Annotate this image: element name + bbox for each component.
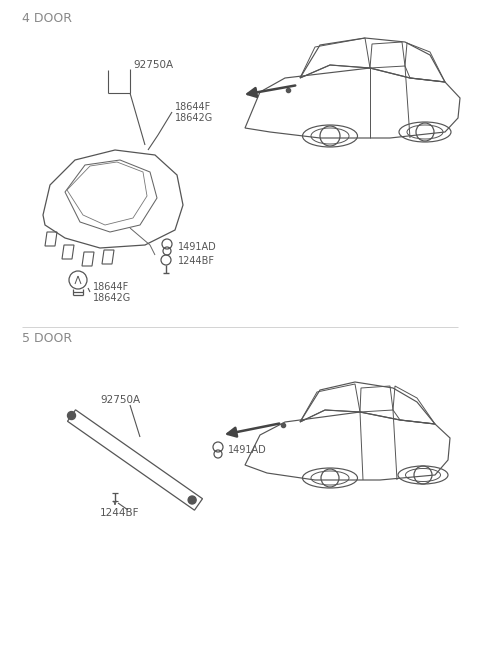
Text: 18644F: 18644F (93, 282, 129, 292)
Text: 18644F: 18644F (175, 102, 211, 112)
Text: 5 DOOR: 5 DOOR (22, 333, 72, 345)
Circle shape (188, 496, 196, 504)
Text: 18642G: 18642G (93, 293, 131, 303)
Text: 18642G: 18642G (175, 113, 213, 123)
Text: 1491AD: 1491AD (228, 445, 267, 455)
Text: 92750A: 92750A (100, 395, 140, 405)
Text: 1491AD: 1491AD (178, 242, 217, 252)
Text: 1244BF: 1244BF (178, 256, 215, 266)
Text: 92750A: 92750A (133, 60, 173, 70)
Circle shape (68, 411, 75, 420)
Text: 4 DOOR: 4 DOOR (22, 12, 72, 26)
Text: 1244BF: 1244BF (100, 508, 140, 518)
